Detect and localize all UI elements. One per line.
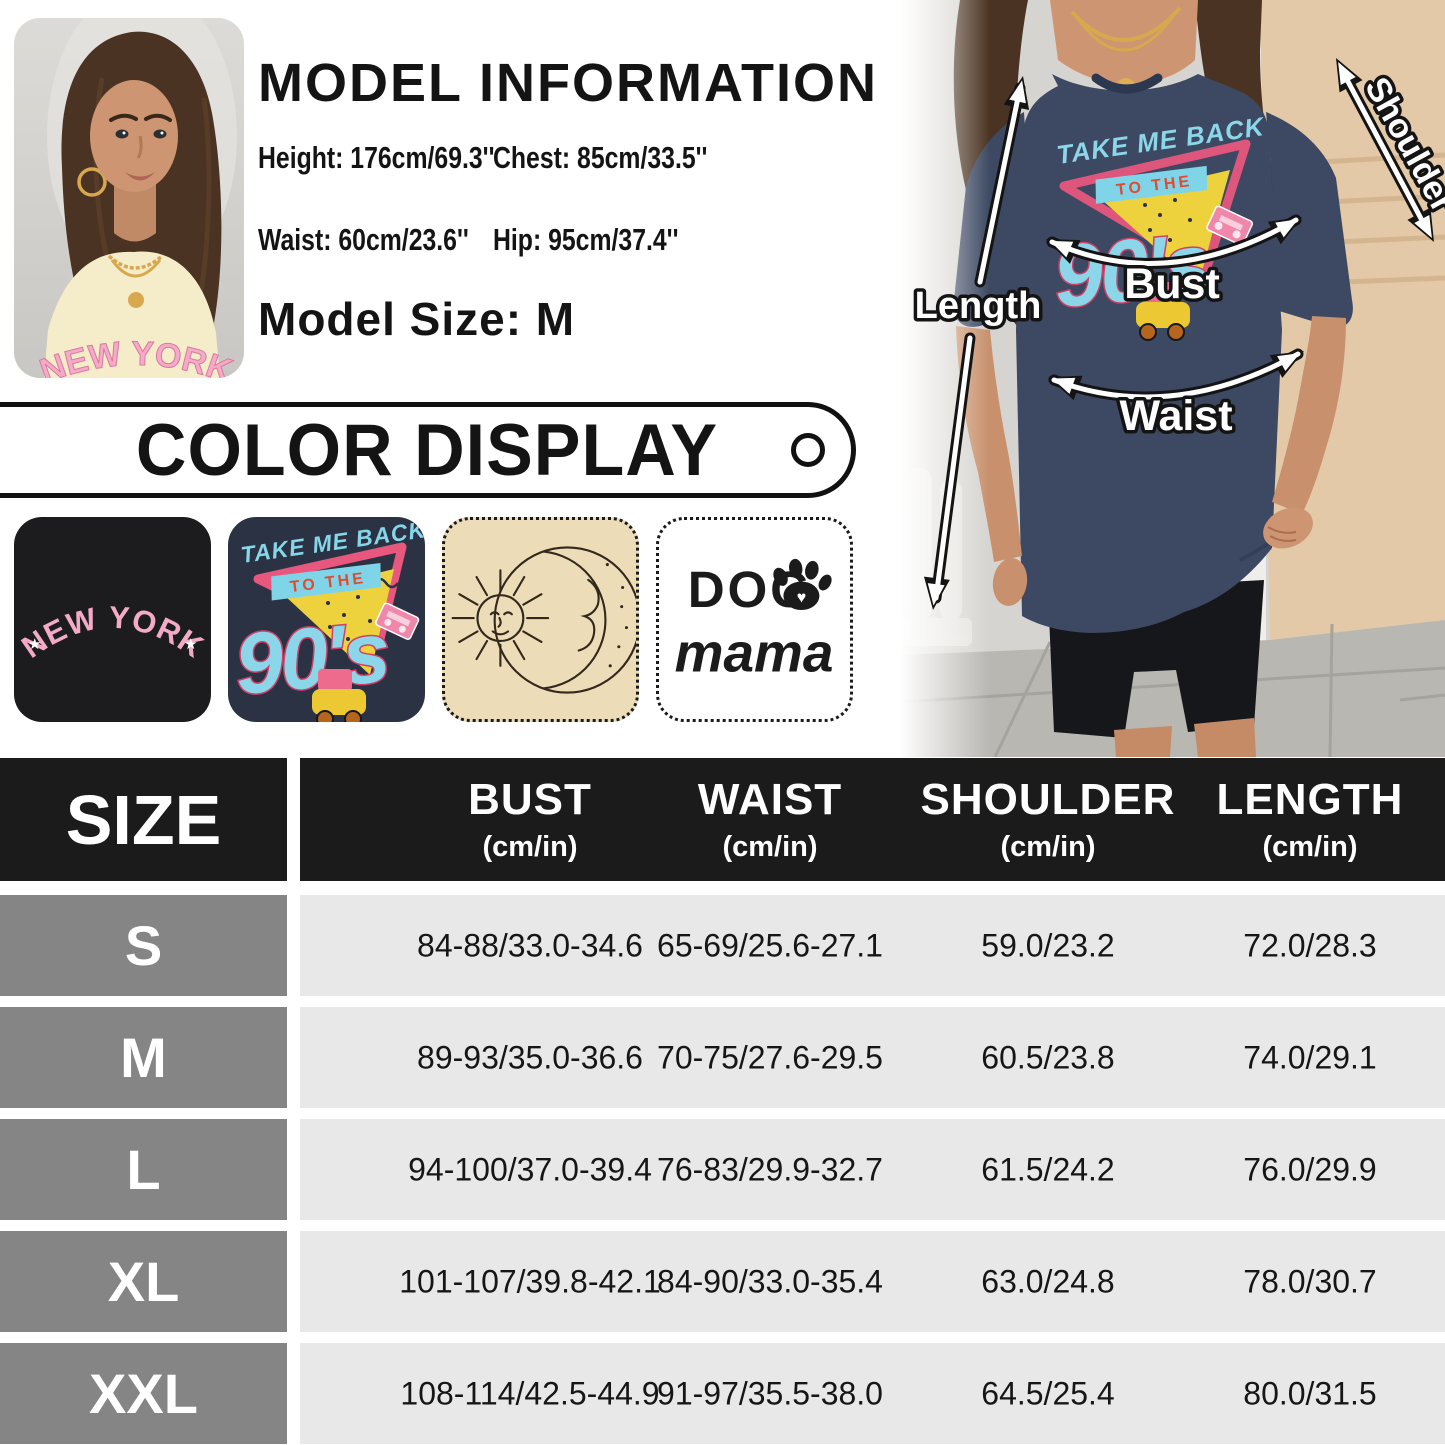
color-display-banner: COLOR DISPLAY [0,402,856,498]
roller-skate-icon [1136,282,1190,341]
table-row: 89-93/35.0-36.6 70-75/27.6-29.5 60.5/23.… [300,1007,1445,1108]
cell-bust: 94-100/37.0-39.4 [408,1151,652,1187]
swatch-dog-mama: DOG ♥ mama [656,517,853,722]
lips [125,172,155,181]
row-label-m: M [0,1007,287,1108]
color-display-title: COLOR DISPLAY [135,409,719,491]
star-icon: ★ [184,636,197,653]
row-label-xxl: XXL [0,1343,287,1444]
left-fade [900,0,990,757]
model-information-title: MODEL INFORMATION [258,53,878,113]
banner-ring-icon [791,433,825,467]
face [90,80,178,192]
swatch-new-york: NEW YORK ★ ★ [14,517,211,722]
confetti-dots [326,595,372,641]
waist-arrow [1048,348,1304,403]
neckline [1091,73,1163,94]
cell-length: 72.0/28.3 [1243,927,1377,963]
paw-icon: ♥ [773,558,832,611]
moon-texture [605,563,628,668]
row-label-l: L [0,1119,287,1220]
cell-length: 76.0/29.9 [1243,1151,1377,1187]
cell-length: 80.0/31.5 [1243,1375,1377,1411]
cell-waist: 91-97/35.5-38.0 [657,1375,883,1411]
size-header-label: SIZE [65,780,222,859]
tshirt-print-90s: TAKE ME BACK TO THE 90's [1048,111,1267,341]
model-headshot-photo: NEW YORK [14,18,244,378]
svg-text:90's: 90's [1050,214,1214,326]
model-waist: Waist: 60cm/23.6'' [258,222,469,257]
cell-shoulder: 59.0/23.2 [981,927,1115,963]
cell-shoulder: 64.5/25.4 [981,1375,1115,1411]
size-table-column-headers: BUST (cm/in) WAIST (cm/in) SHOULDER (cm/… [300,758,1445,881]
cell-bust: 84-88/33.0-34.6 [417,927,643,963]
length-arrow [923,76,1030,610]
cell-waist: 70-75/27.6-29.5 [657,1039,883,1075]
cassette-icon [1206,205,1254,246]
swatch-90s: TAKE ME BACK TO THE 90's [228,517,425,722]
roller-skate-icon [312,669,366,722]
cassette-icon [375,602,420,640]
waist-label: Waist [1119,392,1232,440]
column-header-waist: WAIST (cm/in) [697,775,843,863]
model-headshot-illustration: NEW YORK [14,18,244,378]
leg [1114,726,1172,757]
necklace [107,254,164,270]
model-height: Height: 176cm/69.3'' [258,140,495,175]
cell-bust: 108-114/42.5-44.9 [400,1375,660,1411]
cell-shoulder: 61.5/24.2 [981,1151,1115,1187]
mama-text: mama [675,622,834,684]
cell-bust: 101-107/39.8-42.1 [399,1263,661,1299]
moon-icon [493,546,636,694]
bust-arrow [1046,214,1302,269]
arm-right [1272,316,1346,514]
table-row: 108-114/42.5-44.9 91-97/35.5-38.0 64.5/2… [300,1343,1445,1444]
hand-left [992,558,1028,606]
cream-tshirt [44,251,220,378]
table-row: 84-88/33.0-34.6 65-69/25.6-27.1 59.0/23.… [300,895,1445,996]
column-header-length: LENGTH (cm/in) [1216,775,1404,863]
heart-icon: ♥ [797,588,807,606]
star-icon: ★ [28,636,41,653]
length-label: Length [915,285,1042,327]
sun-icon [451,569,550,667]
new-york-text: NEW YORK [15,600,210,665]
cell-waist: 84-90/33.0-35.4 [657,1263,883,1299]
shoulder-arrow [1336,58,1434,242]
fit-measurement-photo: TAKE ME BACK TO THE 90's [900,0,1445,757]
model-size-line: Model Size: M [258,293,576,345]
necklace-chain [1070,6,1182,42]
cell-shoulder: 63.0/24.8 [981,1263,1115,1299]
nineties-text: 90's [231,604,391,713]
row-label-s: S [0,895,287,996]
column-header-bust: BUST (cm/in) [468,775,592,863]
model-hip: Hip: 95cm/37.4'' [493,222,679,257]
cell-bust: 89-93/35.0-36.6 [417,1039,643,1075]
size-table-corner-header: SIZE [0,758,287,881]
neck [114,183,156,242]
pavement [900,620,1445,757]
hoop-earring [77,167,107,197]
row-label-xl: XL [0,1231,287,1332]
table-row: 94-100/37.0-39.4 76-83/29.9-32.7 61.5/24… [300,1119,1445,1220]
tshirt-sleeve-right [1266,112,1353,328]
pavement-tile-lines [900,623,1445,757]
cell-shoulder: 60.5/23.8 [981,1039,1115,1075]
cell-waist: 65-69/25.6-27.1 [657,927,883,963]
column-header-shoulder: SHOULDER (cm/in) [920,775,1176,863]
bust-label: Bust [1124,260,1220,308]
table-row: 101-107/39.8-42.1 84-90/33.0-35.4 63.0/2… [300,1231,1445,1332]
leg [1194,718,1256,757]
cell-length: 74.0/29.1 [1243,1039,1377,1075]
swatch-sun-moon [442,517,639,722]
model-chest: Chest: 85cm/33.5'' [493,140,708,175]
cell-length: 78.0/30.7 [1243,1263,1377,1299]
cell-waist: 76-83/29.9-32.7 [657,1151,883,1187]
